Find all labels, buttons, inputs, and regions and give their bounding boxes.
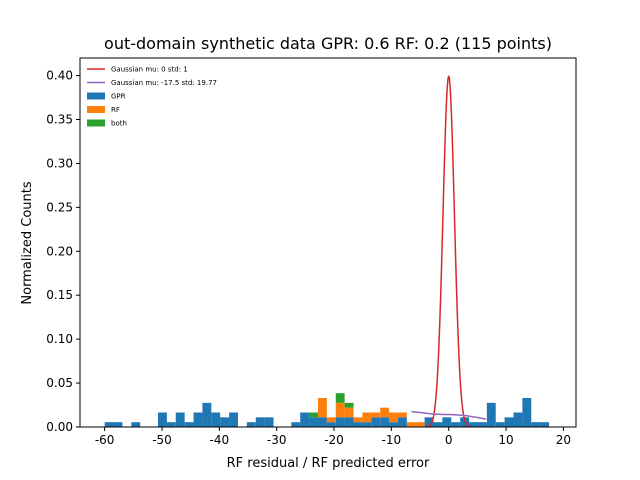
- x-tick-label-0: -60: [95, 433, 115, 447]
- bar-rf-24: [371, 412, 381, 418]
- bar-gpr-40: [513, 412, 523, 427]
- bar-gpr-20: [335, 417, 345, 427]
- bar-both-21: [344, 402, 354, 408]
- bar-gpr-36: [477, 422, 487, 427]
- bar-gpr-41: [522, 398, 532, 427]
- gaussian-curve-0: [425, 75, 472, 428]
- x-tick-label-5: -10: [382, 433, 402, 447]
- bar-gpr-1: [113, 422, 123, 427]
- x-axis-ticks: -60 -50 -40 -30 -20 -10 0 10 20: [95, 427, 571, 447]
- y-tick-label-2: 0.10: [46, 332, 73, 346]
- legend-label-3: RF: [111, 106, 120, 114]
- bar-gpr-31: [433, 422, 443, 427]
- bar-rf-29: [415, 422, 425, 427]
- x-tick-label-7: 10: [498, 433, 513, 447]
- bar-gpr-25: [380, 417, 390, 427]
- bar-gpr-32: [442, 417, 452, 427]
- y-axis-ticks: 0.00 0.05 0.10 0.15 0.20 0.25 0.30 0.35 0.40: [46, 69, 80, 434]
- bar-gpr-0: [104, 422, 114, 427]
- bar-gpr-17: [309, 417, 318, 427]
- y-tick-label-4: 0.20: [46, 244, 73, 258]
- histogram-bars: [104, 393, 550, 427]
- bar-gpr-22: [353, 422, 363, 427]
- gaussian-curves: [411, 75, 487, 428]
- bar-both-20: [335, 393, 345, 403]
- bar-gpr-10: [220, 417, 230, 427]
- bar-gpr-38: [495, 422, 505, 427]
- bar-gpr-42: [531, 422, 541, 427]
- bar-gpr-18: [317, 417, 327, 427]
- bar-rf-27: [397, 412, 407, 418]
- bar-gpr-26: [389, 422, 398, 427]
- bar-gpr-37: [486, 402, 496, 427]
- x-axis-label: RF residual / RF predicted error: [227, 456, 430, 471]
- chart-title: out-domain synthetic data GPR: 0.6 RF: 0…: [104, 34, 552, 53]
- y-tick-label-8: 0.40: [46, 69, 73, 83]
- bar-rf-22: [353, 417, 363, 423]
- bar-gpr-15: [291, 422, 301, 427]
- bar-gpr-27: [397, 417, 407, 427]
- bar-gpr-6: [184, 422, 194, 427]
- legend: Gaussian mu: 0 std: 1 Gaussian mu: -17.5 …: [87, 66, 217, 128]
- bar-gpr-8: [202, 402, 212, 427]
- bar-gpr-9: [211, 412, 221, 427]
- bar-gpr-13: [255, 417, 265, 427]
- bar-gpr-4: [166, 422, 176, 427]
- bar-rf-19: [326, 417, 336, 423]
- bar-gpr-30: [424, 417, 434, 427]
- x-tick-label-3: -30: [267, 433, 287, 447]
- bar-rf-28: [406, 422, 416, 427]
- y-tick-label-3: 0.15: [46, 288, 73, 302]
- legend-label-1: Gaussian mu: -17.5 std: 19.77: [111, 79, 217, 87]
- y-tick-label-5: 0.25: [46, 200, 73, 214]
- bar-gpr-35: [469, 422, 478, 427]
- bar-gpr-12: [246, 422, 256, 427]
- y-tick-label-0: 0.00: [46, 420, 73, 434]
- gaussian-curve-1: [411, 410, 487, 420]
- bar-rf-23: [362, 412, 372, 423]
- y-tick-label-6: 0.30: [46, 156, 73, 170]
- bar-both-17: [309, 412, 318, 418]
- y-axis-label: Normalized Counts: [20, 181, 35, 304]
- bar-gpr-16: [300, 412, 310, 427]
- x-tick-label-2: -40: [210, 433, 230, 447]
- legend-label-4: both: [111, 120, 127, 128]
- x-tick-label-1: -50: [152, 433, 172, 447]
- bar-gpr-39: [504, 417, 514, 427]
- legend-swatch-4: [87, 119, 105, 127]
- legend-swatch-3: [87, 106, 105, 113]
- bar-gpr-2: [131, 422, 141, 427]
- bar-gpr-14: [264, 417, 274, 427]
- bar-rf-20: [335, 402, 345, 418]
- legend-swatch-2: [87, 92, 105, 100]
- bar-gpr-23: [362, 422, 372, 427]
- bar-gpr-34: [460, 417, 470, 427]
- bar-rf-21: [344, 407, 354, 418]
- bar-rf-26: [389, 412, 398, 423]
- plot-frame: [79, 57, 577, 428]
- bar-gpr-7: [193, 412, 203, 427]
- bar-gpr-24: [371, 417, 381, 427]
- bar-gpr-5: [175, 412, 185, 427]
- x-tick-label-6: 0: [445, 433, 453, 447]
- legend-label-0: Gaussian mu: 0 std: 1: [111, 66, 188, 74]
- y-tick-label-1: 0.05: [46, 376, 73, 390]
- bar-gpr-43: [540, 422, 550, 427]
- x-tick-label-8: 20: [556, 433, 571, 447]
- x-tick-label-4: -20: [324, 433, 344, 447]
- bar-gpr-19: [326, 422, 336, 427]
- bar-rf-25: [380, 407, 390, 418]
- legend-label-2: GPR: [111, 93, 126, 101]
- bar-gpr-11: [229, 412, 238, 427]
- bar-gpr-33: [451, 422, 461, 427]
- y-tick-label-7: 0.35: [46, 113, 73, 127]
- bar-gpr-3: [157, 412, 167, 427]
- bar-rf-18: [317, 398, 327, 418]
- bar-gpr-21: [344, 417, 354, 427]
